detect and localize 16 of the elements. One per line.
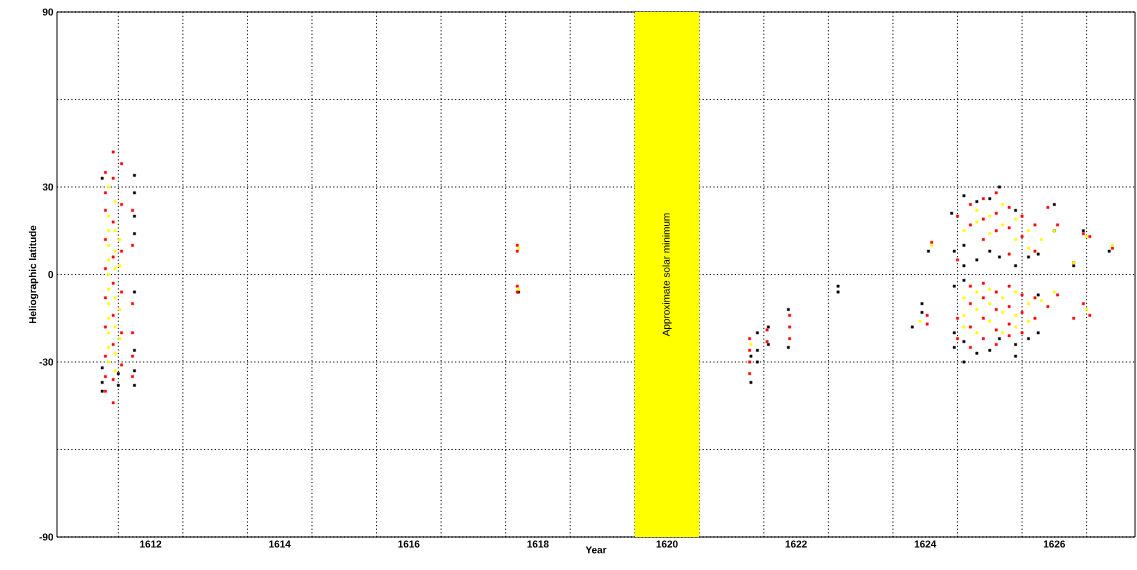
x-tick-label: 1624 — [914, 540, 937, 548]
band-label: Approximate solar minimum — [662, 213, 672, 337]
x-tick-label: 1618 — [527, 540, 549, 548]
x-axis-title: Year — [585, 546, 607, 554]
y-tick-label: -90 — [39, 533, 54, 541]
x-tick-label: 1620 — [656, 540, 678, 548]
y-tick-label: 30 — [42, 183, 54, 191]
y-tick-label: 90 — [42, 8, 54, 16]
x-tick-label: 1614 — [269, 540, 291, 548]
x-tick-label: 1612 — [140, 540, 162, 548]
x-tick-label: 1616 — [398, 540, 420, 548]
y-tick-label: -30 — [39, 358, 54, 366]
x-tick-label: 1622 — [785, 540, 807, 548]
x-tick-label: 1626 — [1043, 540, 1066, 548]
y-tick-label: 0 — [48, 270, 54, 279]
y-axis-title: Heliographic latitude — [28, 225, 39, 324]
